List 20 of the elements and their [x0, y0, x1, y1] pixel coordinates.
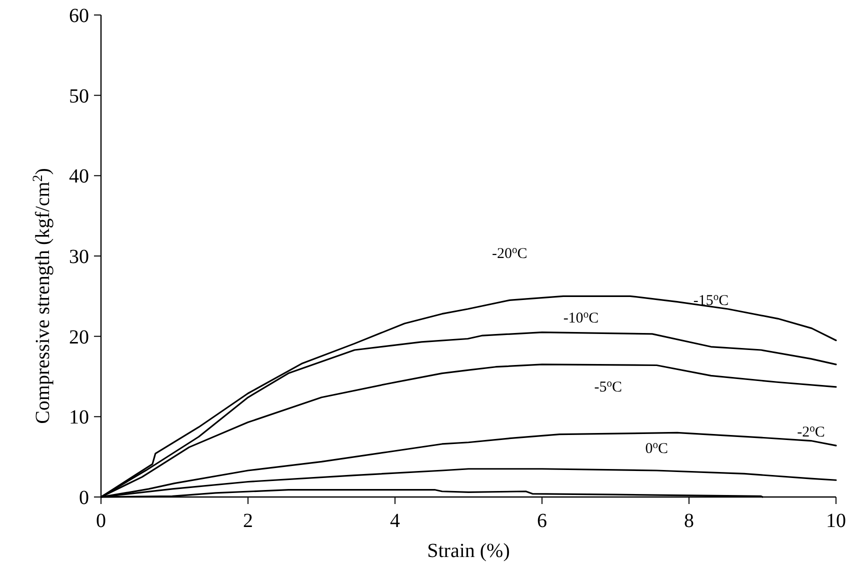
x-axis-title: Strain (%): [427, 540, 510, 562]
annotation: -15$^{o}$C: [693, 291, 729, 309]
annotation: -2$^{o}$C: [797, 423, 825, 441]
annotation: 0$^{o}$C: [645, 439, 668, 457]
x-tick-label: 6: [537, 510, 547, 532]
y-tick-label: 10: [69, 406, 89, 429]
x-tick-label: 8: [684, 510, 694, 532]
annotation: -20$^{o}$C: [492, 244, 528, 262]
x-tick-label: 10: [826, 510, 846, 532]
y-tick-label: 0: [79, 487, 89, 509]
y-tick-label: 20: [69, 326, 89, 348]
y-tick-label: 40: [69, 166, 89, 188]
annotation: -10$^{o}$C: [563, 308, 599, 326]
x-tick-label: 2: [243, 510, 253, 532]
y-tick-label: 30: [69, 246, 89, 268]
annotation: -5$^{o}$C: [594, 378, 622, 396]
y-tick-label: 60: [69, 5, 89, 27]
x-tick-label: 4: [390, 510, 400, 532]
x-tick-label: 0: [96, 510, 106, 532]
y-tick-label: 50: [69, 85, 89, 108]
